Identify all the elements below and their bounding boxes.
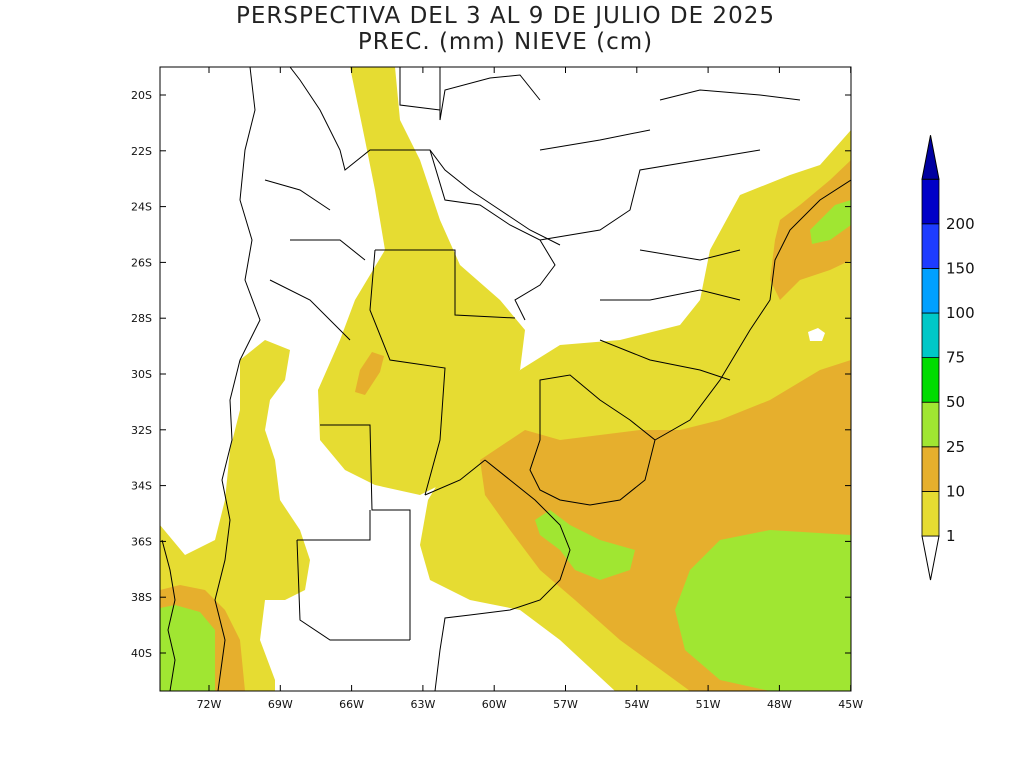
- legend-over-arrow: [921, 135, 940, 180]
- field-none-speck: [808, 328, 825, 341]
- legend-label: 1: [946, 527, 956, 545]
- map-frame: [159, 66, 852, 692]
- legend-label: 10: [946, 482, 965, 500]
- legend-label: 25: [946, 438, 965, 456]
- lon-label: 63W: [410, 698, 435, 711]
- field-10mm-cordoba: [355, 352, 384, 395]
- legend-label: 50: [946, 393, 965, 411]
- latitude-axis: 20S 22S 24S 26S 28S 30S 32S 34S 36S 38S 40S: [131, 89, 851, 660]
- field-25mm-ocean: [675, 530, 851, 691]
- legend-swatch: [921, 490, 940, 537]
- lat-label: 30S: [131, 368, 152, 381]
- legend-swatch: [921, 223, 940, 269]
- lon-label: 57W: [553, 698, 578, 711]
- lat-label: 22S: [131, 145, 152, 158]
- lat-label: 34S: [131, 480, 152, 493]
- legend-swatch: [921, 312, 940, 358]
- lat-label: 40S: [131, 647, 152, 660]
- legend-label: 200: [946, 215, 975, 233]
- field-none-paraguay: [515, 298, 690, 340]
- lon-label: 48W: [767, 698, 792, 711]
- lat-label: 38S: [131, 591, 152, 604]
- field-1mm-central: [318, 67, 525, 495]
- field-25mm-rioplata: [535, 510, 635, 580]
- lon-label: 54W: [624, 698, 649, 711]
- longitude-axis: 72W 69W 66W 63W 60W 57W 54W 51W 48W 45W: [197, 67, 863, 711]
- lat-label: 26S: [131, 256, 152, 269]
- legend-swatch: [921, 267, 940, 314]
- lon-label: 66W: [339, 698, 364, 711]
- legend-swatch: [921, 446, 940, 492]
- lat-label: 20S: [131, 89, 152, 102]
- lon-label: 51W: [696, 698, 721, 711]
- legend-under-arrow: [921, 535, 940, 581]
- legend-colorbar: 1 10 25 50 75 100 150 200: [921, 135, 975, 581]
- lat-label: 32S: [131, 424, 152, 437]
- precip-fields: [160, 67, 851, 691]
- lat-label: 36S: [131, 535, 152, 548]
- title-line-1: PERSPECTIVA DEL 3 AL 9 DE JULIO DE 2025: [236, 3, 775, 29]
- boundaries: [161, 67, 851, 691]
- lon-label: 60W: [482, 698, 507, 711]
- field-25mm-brazilcoast: [810, 200, 851, 244]
- lon-label: 45W: [838, 698, 863, 711]
- legend-swatch: [921, 178, 940, 225]
- legend-swatch: [921, 401, 940, 448]
- lon-label: 69W: [268, 698, 293, 711]
- legend-label: 100: [946, 304, 975, 322]
- lat-label: 28S: [131, 312, 152, 325]
- legend-label: 150: [946, 259, 975, 277]
- title-line-2: PREC. (mm) NIEVE (cm): [357, 29, 654, 55]
- lon-label: 72W: [197, 698, 222, 711]
- legend-swatch: [921, 357, 940, 403]
- legend-label: 75: [946, 349, 965, 367]
- lat-label: 24S: [131, 201, 152, 214]
